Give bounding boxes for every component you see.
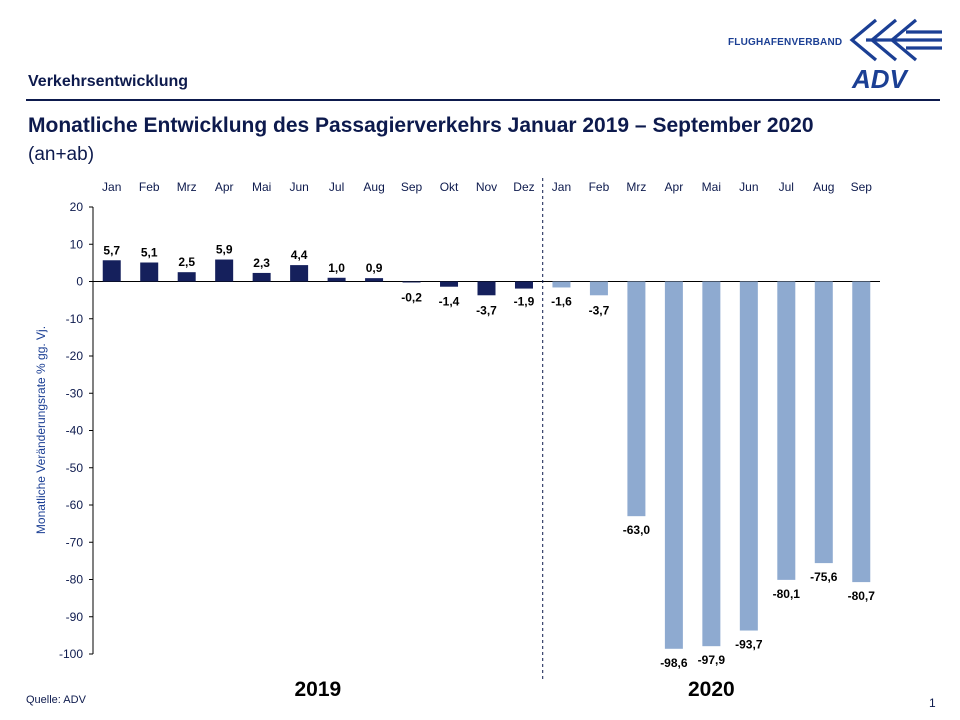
chart-title: Monatliche Entwicklung des Passagierverk… [28,114,814,137]
category-label: Jul [329,180,344,194]
y-tick-label: -30 [66,386,84,400]
bar-feb-2020 [589,281,608,296]
value-label: -75,6 [810,570,838,584]
value-label: 2,3 [253,256,270,270]
value-label: -3,7 [589,304,610,318]
value-label: -97,9 [698,653,726,667]
value-label: 5,7 [103,243,120,257]
value-label: -80,1 [773,587,801,601]
bar-mrz-2020 [627,281,646,517]
value-label: -1,4 [439,295,460,309]
bar-jan-2019 [102,260,121,282]
category-label: Apr [665,180,684,194]
category-label: Mrz [626,180,646,194]
bar-sep-2019 [402,281,421,283]
y-tick-label: -10 [66,312,84,326]
bar-dez-2019 [514,281,533,289]
adv-logo-text: ADV [851,64,910,90]
category-label: Dez [513,180,534,194]
bar-apr-2019 [215,259,234,282]
category-label: Mrz [177,180,197,194]
bar-sep-2020 [852,281,871,583]
adv-logo-icon: ADV [849,18,942,90]
y-axis-label: Monatliche Veränderungsrate % gg. Vj. [34,326,48,534]
bar-jan-2020 [552,281,571,288]
category-label: Jun [289,180,308,194]
y-tick-label: -80 [66,573,84,587]
y-tick-label: -20 [66,349,84,363]
value-label: 2,5 [178,255,195,269]
value-label: -63,0 [623,523,651,537]
y-tick-label: 20 [70,200,84,214]
value-label: 5,1 [141,246,158,260]
header-divider [26,99,940,101]
category-label: Sep [851,180,873,194]
value-label: 4,4 [291,248,308,262]
value-label: -1,6 [551,295,572,309]
value-label: 5,9 [216,243,233,257]
brand-name: FLUGHAFENVERBAND [728,37,843,48]
category-label: Nov [476,180,497,194]
value-label: -80,7 [848,589,876,603]
category-label: Feb [589,180,610,194]
category-label: Jul [779,180,794,194]
y-tick-label: -60 [66,498,84,512]
category-label: Jan [102,180,121,194]
bar-aug-2020 [814,281,833,564]
category-label: Apr [215,180,234,194]
y-tick-label: 10 [70,237,84,251]
category-label: Mai [702,180,721,194]
year-group-label-2020: 2020 [688,678,735,701]
y-tick-label: -50 [66,461,84,475]
value-label: -0,2 [401,291,422,305]
y-tick-label: -70 [66,535,84,549]
category-label: Mai [252,180,271,194]
category-label: Aug [363,180,384,194]
chart-subtitle: (an+ab) [28,144,95,165]
bar-jul-2020 [777,281,796,580]
category-label: Jun [739,180,758,194]
bar-jun-2020 [739,281,758,631]
page-number: 1 [929,696,936,710]
y-tick-label: -40 [66,424,84,438]
bar-okt-2019 [440,281,459,287]
bar-mrz-2019 [177,272,196,282]
value-label: -93,7 [735,638,763,652]
y-tick-label: -100 [59,647,83,661]
bar-feb-2019 [140,262,159,282]
section-title: Verkehrsentwicklung [28,73,189,90]
y-tick-label: 0 [76,275,83,289]
value-label: -1,9 [514,295,535,309]
bar-jul-2019 [327,277,346,282]
bar-aug-2019 [365,278,384,282]
bar-mai-2020 [702,281,721,647]
source-note: Quelle: ADV [26,694,86,706]
category-label: Feb [139,180,160,194]
value-label: 0,9 [366,261,383,275]
y-tick-label: -90 [66,610,84,624]
category-label: Jan [552,180,571,194]
category-label: Aug [813,180,834,194]
year-group-label-2019: 2019 [294,678,341,701]
category-label: Sep [401,180,423,194]
category-label: Okt [440,180,459,194]
value-label: -98,6 [660,656,688,670]
bar-nov-2019 [477,281,496,296]
bar-jun-2019 [290,265,309,282]
value-label: 1,0 [328,261,345,275]
bar-mai-2019 [252,272,271,282]
bar-apr-2020 [664,281,683,649]
value-label: -3,7 [476,304,497,318]
